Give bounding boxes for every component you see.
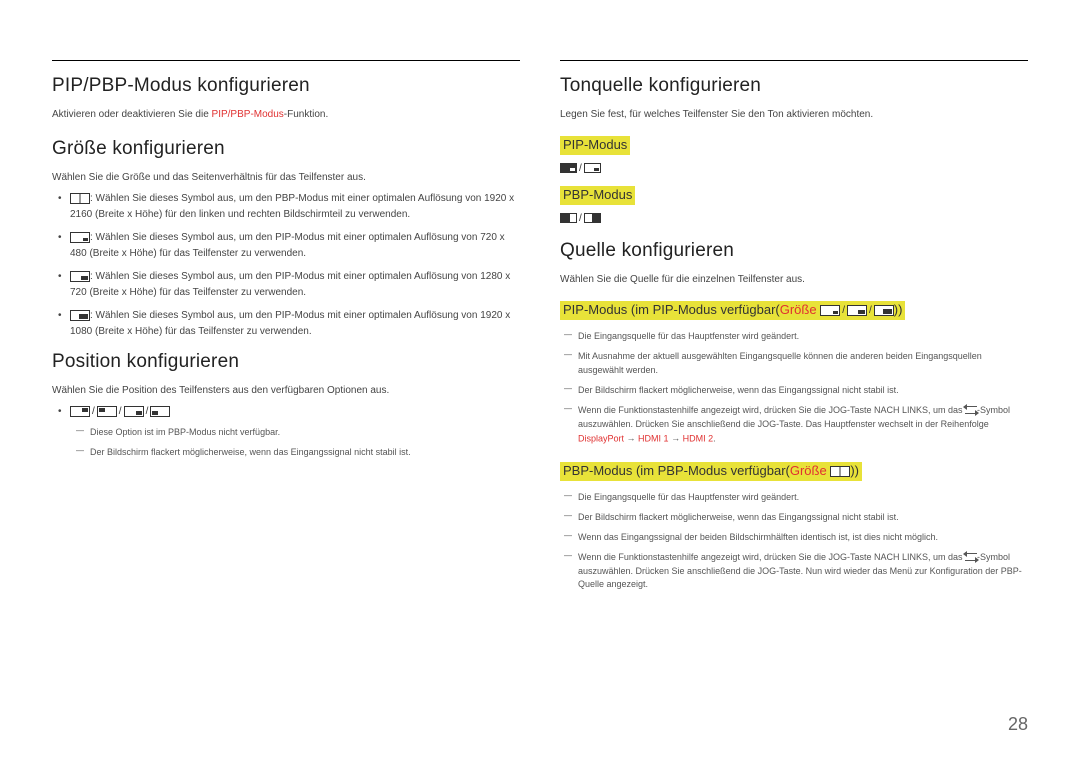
text: Aktivieren oder deaktivieren Sie die (52, 109, 212, 120)
note: Die Eingangsquelle für das Hauptfenster … (578, 491, 1028, 505)
audio-sub-icon (584, 163, 601, 173)
pip-large-icon (70, 310, 90, 321)
sep: / (144, 406, 151, 417)
text: PBP-Modus (im PBP-Modus verfügbar( (563, 463, 790, 478)
audio-main-icon (560, 163, 577, 173)
label-pbp-source: PBP-Modus (im PBP-Modus verfügbar(Größe … (560, 462, 862, 481)
pip-medium-icon (847, 305, 867, 316)
text: : Wählen Sie dieses Symbol aus, um den P… (70, 232, 505, 259)
heading-source: Quelle konfigurieren (560, 240, 1028, 262)
note: Der Bildschirm flackert möglicherweise, … (578, 511, 1028, 525)
heading-audio-source: Tonquelle konfigurieren (560, 75, 1028, 97)
sep: / (867, 305, 874, 316)
text: : Wählen Sie dieses Symbol aus, um den P… (70, 193, 514, 220)
para-source: Wählen Sie die Quelle für die einzelnen … (560, 272, 1028, 287)
sep: / (840, 305, 847, 316)
text: Wenn die Funktionstastenhilfe angezeigt … (578, 552, 965, 562)
pos-bottom-left-icon (150, 406, 170, 417)
text: Wenn die Funktionstastenhilfe angezeigt … (578, 405, 965, 415)
arrow-icon: → (627, 433, 636, 443)
para-audio-source: Legen Sie fest, für welches Teilfenster … (560, 107, 1028, 122)
note: Wenn das Eingangssignal der beiden Bilds… (578, 531, 1028, 545)
heading-pip-pbp-mode: PIP/PBP-Modus konfigurieren (52, 75, 520, 97)
label-pbp-mode: PBP-Modus (560, 186, 635, 205)
pip-source-heading: PIP-Modus (im PIP-Modus verfügbar(Größe … (560, 301, 1028, 320)
pip-source-notes: Die Eingangsquelle für das Hauptfenster … (560, 330, 1028, 446)
text: : Wählen Sie dieses Symbol aus, um den P… (70, 310, 510, 337)
swap-icon (965, 553, 977, 561)
pbp-source-heading: PBP-Modus (im PBP-Modus verfügbar(Größe … (560, 462, 1028, 481)
audio-pbp-right-icon (584, 213, 601, 223)
note: Mit Ausnahme der aktuell ausgewählten Ei… (578, 350, 1028, 378)
text: PIP-Modus (im PIP-Modus verfügbar( (563, 302, 780, 317)
audio-pbp-left-icon (560, 213, 577, 223)
right-column: Tonquelle konfigurieren Legen Sie fest, … (560, 60, 1028, 598)
para-position: Wählen Sie die Position des Teilfensters… (52, 383, 520, 398)
divider (52, 60, 520, 61)
heading-position: Position konfigurieren (52, 351, 520, 373)
left-column: PIP/PBP-Modus konfigurieren Aktivieren o… (52, 60, 520, 598)
pip-large-icon (874, 305, 894, 316)
text-highlight: Größe (780, 302, 817, 317)
text-highlight: Größe (790, 463, 827, 478)
audio-pip-block: PIP-Modus / PBP-Modus / (560, 136, 1028, 224)
pos-top-left-icon (97, 406, 117, 417)
text: )) (894, 302, 903, 317)
sep: / (577, 213, 584, 224)
arrow-icon: → (671, 433, 680, 443)
text: . (713, 433, 716, 443)
text: : Wählen Sie dieses Symbol aus, um den P… (70, 271, 510, 298)
position-list: / / / Diese Option ist im PBP-Modus nicht … (52, 404, 520, 460)
pos-bottom-right-icon (124, 406, 144, 417)
pbp-split-icon (830, 466, 850, 477)
sep: / (90, 406, 97, 417)
text-highlight: PIP/PBP-Modus (212, 109, 284, 120)
audio-pip-icons: / (560, 163, 1028, 174)
size-item-large: : Wählen Sie dieses Symbol aus, um den P… (70, 308, 520, 339)
heading-size: Größe konfigurieren (52, 138, 520, 160)
note: Diese Option ist im PBP-Modus nicht verf… (80, 426, 520, 440)
text-highlight: HDMI 2 (683, 433, 714, 443)
note: Wenn die Funktionstastenhilfe angezeigt … (578, 404, 1028, 446)
pip-medium-icon (70, 271, 90, 282)
note: Die Eingangsquelle für das Hauptfenster … (578, 330, 1028, 344)
note: Der Bildschirm flackert möglicherweise, … (80, 446, 520, 460)
sep: / (117, 406, 124, 417)
text-highlight: DisplayPort (578, 433, 624, 443)
page-number: 28 (1008, 714, 1028, 735)
text: )) (850, 463, 859, 478)
para-pip-pbp-mode: Aktivieren oder deaktivieren Sie die PIP… (52, 107, 520, 122)
audio-pbp-icons: / (560, 213, 1028, 224)
size-list: : Wählen Sie dieses Symbol aus, um den P… (52, 191, 520, 339)
pip-small-icon (820, 305, 840, 316)
sep: / (577, 163, 584, 174)
note: Wenn die Funktionstastenhilfe angezeigt … (578, 551, 1028, 593)
swap-icon (965, 406, 977, 414)
para-size: Wählen Sie die Größe und das Seitenverhä… (52, 170, 520, 185)
note: Der Bildschirm flackert möglicherweise, … (578, 384, 1028, 398)
position-options: / / / Diese Option ist im PBP-Modus nicht … (70, 404, 520, 460)
pbp-source-notes: Die Eingangsquelle für das Hauptfenster … (560, 491, 1028, 593)
size-item-medium: : Wählen Sie dieses Symbol aus, um den P… (70, 269, 520, 300)
text-highlight: HDMI 1 (638, 433, 669, 443)
pos-top-right-icon (70, 406, 90, 417)
size-item-pbp: : Wählen Sie dieses Symbol aus, um den P… (70, 191, 520, 222)
label-pip-mode: PIP-Modus (560, 136, 630, 155)
position-notes: Diese Option ist im PBP-Modus nicht verf… (70, 426, 520, 460)
pip-small-icon (70, 232, 90, 243)
label-pip-source: PIP-Modus (im PIP-Modus verfügbar(Größe … (560, 301, 905, 320)
size-item-small: : Wählen Sie dieses Symbol aus, um den P… (70, 230, 520, 261)
two-column-layout: PIP/PBP-Modus konfigurieren Aktivieren o… (52, 60, 1028, 598)
divider (560, 60, 1028, 61)
pbp-split-icon (70, 193, 90, 204)
text: -Funktion. (284, 109, 328, 120)
